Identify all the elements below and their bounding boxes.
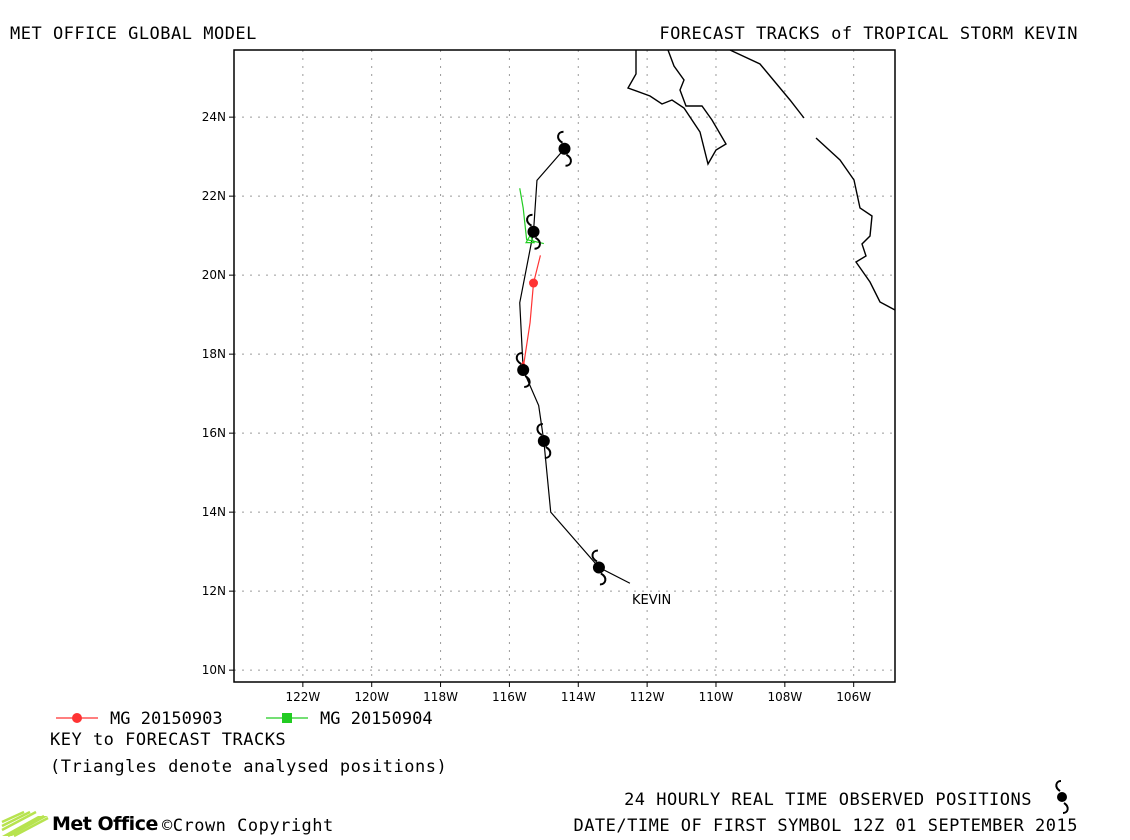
lon-tick-label: 114W bbox=[561, 690, 596, 704]
coastline bbox=[626, 49, 896, 311]
lon-tick-label: 118W bbox=[423, 690, 458, 704]
tracks bbox=[518, 148, 631, 584]
tropical-storm-symbol-icon bbox=[557, 130, 572, 167]
lon-tick-label: 106W bbox=[836, 690, 871, 704]
tropical-storm-symbol-icon bbox=[536, 423, 552, 460]
key-note: (Triangles denote analysed positions) bbox=[50, 757, 448, 777]
lon-tick-label: 120W bbox=[354, 690, 389, 704]
tropical-storm-symbol-icon bbox=[515, 351, 531, 388]
lon-tick-label: 110W bbox=[699, 690, 734, 704]
first-symbol-datetime: DATE/TIME OF FIRST SYMBOL 12Z 01 SEPTEMB… bbox=[573, 816, 1078, 836]
forecast-track-0904 bbox=[519, 188, 544, 245]
observed-symbol-key-icon bbox=[1055, 780, 1069, 814]
lat-tick-label: 20N bbox=[202, 268, 226, 282]
lat-tick-label: 18N bbox=[202, 347, 226, 361]
lon-tick-label: 108W bbox=[767, 690, 802, 704]
observed-positions-note: 24 HOURLY REAL TIME OBSERVED POSITIONS bbox=[624, 790, 1032, 810]
crown-copyright: ©Crown Copyright bbox=[162, 816, 334, 836]
legend-square-marker bbox=[282, 713, 292, 723]
lon-tick-label: 116W bbox=[492, 690, 527, 704]
forecast-0903-marker bbox=[529, 278, 539, 288]
lat-tick-label: 10N bbox=[202, 663, 226, 677]
forecast-0904-analysed-triangle bbox=[525, 234, 536, 244]
axis-ticks: 122W 120W 118W 116W 114W 112W 110W 108W 106W 24N 2… bbox=[202, 110, 871, 704]
storm-label: KEVIN bbox=[632, 593, 671, 608]
lat-tick-label: 14N bbox=[202, 505, 226, 519]
mainland-coastline bbox=[729, 49, 805, 119]
forecast-track-0903 bbox=[522, 255, 541, 369]
legend-item-mg-20150903: MG 20150903 bbox=[56, 709, 223, 729]
legend-circle-marker bbox=[72, 713, 82, 723]
tropical-storm-symbol-icon bbox=[591, 549, 607, 586]
chart-title: FORECAST TRACKS of TROPICAL STORM KEVIN bbox=[659, 24, 1078, 44]
graticule bbox=[234, 50, 895, 682]
legend-item-mg-20150904: MG 20150904 bbox=[266, 709, 433, 729]
storm-symbols bbox=[515, 130, 607, 586]
lat-tick-label: 16N bbox=[202, 426, 226, 440]
lon-tick-label: 112W bbox=[630, 690, 665, 704]
baja-coastline bbox=[626, 49, 727, 166]
legend-label-mg-20150904: MG 20150904 bbox=[320, 709, 433, 729]
lat-tick-label: 24N bbox=[202, 110, 226, 124]
met-office-logo-icon bbox=[1, 810, 49, 838]
lon-tick-label: 122W bbox=[285, 690, 320, 704]
legend-label-mg-20150903: MG 20150903 bbox=[110, 709, 223, 729]
key-title: KEY to FORECAST TRACKS bbox=[50, 730, 287, 750]
mainland-coastline-south bbox=[815, 137, 896, 311]
legend: MG 20150903 MG 20150904 bbox=[56, 709, 433, 729]
map-frame bbox=[233, 49, 896, 683]
tropical-storm-symbol-icon bbox=[526, 213, 541, 250]
model-title: MET OFFICE GLOBAL MODEL bbox=[10, 24, 257, 44]
lat-tick-label: 22N bbox=[202, 189, 226, 203]
met-office-logo-text: Met Office bbox=[52, 813, 158, 835]
observed-track-line bbox=[519, 148, 631, 584]
lat-tick-label: 12N bbox=[202, 584, 226, 598]
